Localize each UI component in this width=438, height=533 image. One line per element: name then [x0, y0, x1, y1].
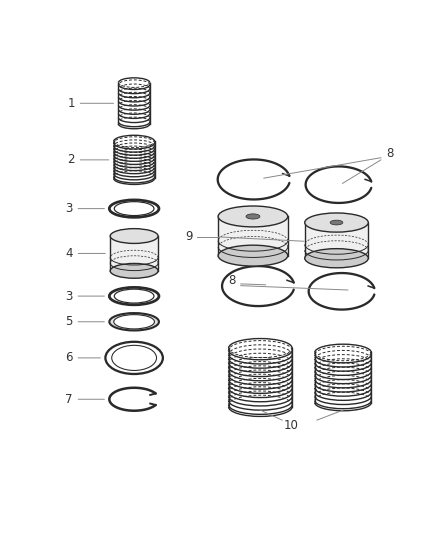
- Ellipse shape: [114, 201, 154, 215]
- Text: 4: 4: [65, 247, 105, 260]
- Text: 10: 10: [283, 419, 298, 432]
- Ellipse shape: [114, 289, 154, 303]
- Text: 8: 8: [228, 274, 236, 287]
- Polygon shape: [110, 236, 158, 271]
- Polygon shape: [305, 223, 368, 258]
- Text: 5: 5: [65, 316, 104, 328]
- Text: 6: 6: [65, 351, 100, 365]
- Ellipse shape: [110, 313, 159, 330]
- Ellipse shape: [246, 214, 260, 219]
- Ellipse shape: [330, 220, 343, 225]
- Text: 1: 1: [67, 97, 113, 110]
- Text: 3: 3: [65, 289, 104, 303]
- Ellipse shape: [112, 345, 156, 370]
- Text: 2: 2: [67, 154, 109, 166]
- Text: 3: 3: [65, 202, 104, 215]
- Text: 7: 7: [65, 393, 104, 406]
- Ellipse shape: [114, 314, 155, 329]
- Ellipse shape: [305, 249, 368, 268]
- Ellipse shape: [218, 245, 288, 266]
- Ellipse shape: [110, 263, 158, 278]
- Polygon shape: [218, 216, 288, 256]
- Ellipse shape: [218, 206, 288, 227]
- Text: 9: 9: [185, 230, 192, 244]
- Ellipse shape: [305, 213, 368, 232]
- Ellipse shape: [110, 229, 158, 244]
- Text: 8: 8: [386, 147, 393, 160]
